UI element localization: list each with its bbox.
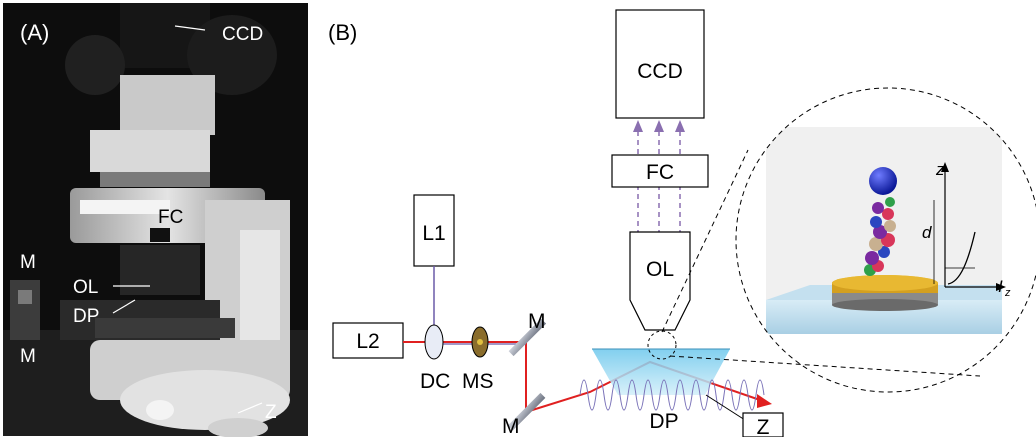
dove-prism (592, 349, 730, 395)
d-label: d (922, 223, 932, 242)
photo-label-m-top: M (20, 252, 36, 273)
mirror-top (508, 318, 547, 357)
panel-b-label: (B) (328, 20, 357, 45)
zoom-line-bottom (669, 355, 981, 377)
photo-label-fc: FC (158, 207, 183, 228)
z-axis-label: z (935, 160, 945, 179)
z-label: Z (757, 416, 770, 437)
gold-top (832, 275, 938, 291)
l2-label: L2 (356, 330, 379, 353)
shutter-aperture (477, 339, 483, 345)
dichroic-mirror (424, 324, 444, 360)
z-axis-arrow (941, 162, 949, 172)
iz-subscript: z (1004, 287, 1011, 299)
z-leader (705, 394, 746, 421)
iz-axis-arrow (996, 283, 1006, 291)
zoom-line-top (661, 149, 749, 333)
bead (869, 167, 897, 195)
ccd-box (615, 9, 705, 119)
inset-circle (735, 87, 1036, 393)
dc-label: DC (420, 370, 450, 393)
panel-a-label: (A) (20, 20, 49, 45)
zoom-inset: z d I z (735, 87, 1036, 393)
l1-label: L1 (422, 222, 445, 245)
fc-box (611, 154, 709, 188)
evanescent-wave (579, 379, 765, 411)
focus-circle (647, 330, 677, 360)
m-bottom-label: M (502, 415, 520, 437)
dp-label: DP (649, 410, 678, 433)
m-top-label: M (528, 310, 546, 333)
panel-b-schematic: (B) CCD FC OL L1 L2 (328, 9, 1036, 437)
panel-a-photo: (A) CCD FC OL DP M M Z (3, 3, 308, 437)
ccd-label: CCD (637, 60, 683, 83)
fc-label: FC (646, 161, 674, 184)
photo-label-m-bottom: M (20, 346, 36, 367)
photo-label-z: Z (265, 402, 277, 423)
z-box (742, 412, 784, 437)
laser-l1 (413, 194, 455, 267)
photo-label-ccd: CCD (222, 24, 263, 45)
ms-label: MS (462, 370, 494, 393)
iz-label: I (998, 277, 1003, 296)
beam-arrowhead (757, 394, 772, 408)
ol-label: OL (646, 258, 674, 281)
photo-label-ol: OL (73, 277, 98, 298)
protein-molecule (864, 197, 896, 276)
objective-lens (629, 231, 691, 331)
mirror-bottom (507, 392, 546, 431)
photo-label-dp: DP (73, 306, 99, 327)
detection-arrowheads (633, 120, 685, 132)
disk-bottom (832, 299, 938, 311)
laser-l2 (332, 322, 404, 359)
glass-slide (766, 300, 1002, 334)
